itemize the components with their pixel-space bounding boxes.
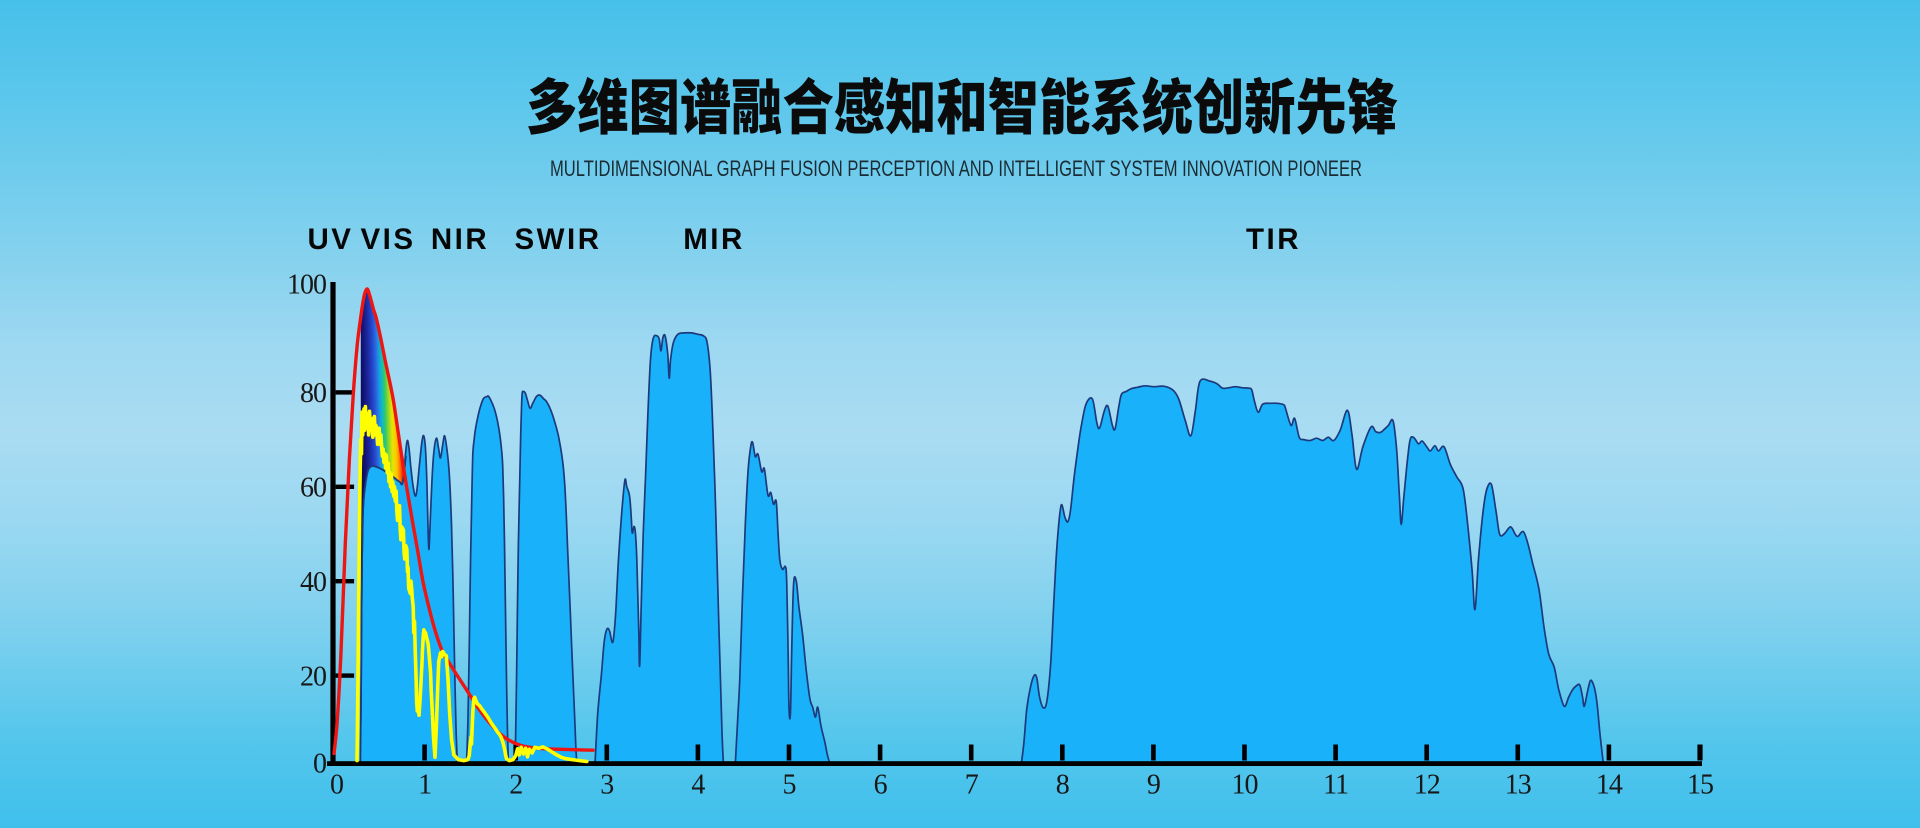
svg-text:7: 7: [965, 770, 979, 801]
svg-text:MIR: MIR: [683, 223, 745, 256]
svg-text:SWIR: SWIR: [514, 223, 601, 256]
svg-text:0: 0: [313, 749, 326, 780]
svg-text:80: 80: [300, 378, 326, 409]
svg-text:0: 0: [330, 770, 343, 801]
svg-text:MULTIDIMENSIONAL GRAPH FUSION: MULTIDIMENSIONAL GRAPH FUSION PERCEPTION…: [550, 156, 1362, 181]
svg-text:60: 60: [300, 473, 326, 504]
svg-text:UV: UV: [308, 223, 354, 256]
svg-text:14: 14: [1596, 770, 1623, 801]
svg-text:20: 20: [300, 662, 326, 693]
svg-text:NIR: NIR: [431, 223, 489, 256]
svg-text:4: 4: [691, 770, 705, 801]
svg-text:15: 15: [1687, 770, 1713, 801]
svg-text:10: 10: [1232, 770, 1258, 801]
svg-text:100: 100: [287, 270, 326, 301]
svg-text:12: 12: [1414, 770, 1440, 801]
svg-text:40: 40: [300, 567, 326, 598]
svg-text:11: 11: [1323, 770, 1348, 801]
svg-text:8: 8: [1056, 770, 1069, 801]
svg-text:TIR: TIR: [1246, 223, 1301, 256]
svg-text:13: 13: [1505, 770, 1531, 801]
svg-text:5: 5: [783, 770, 796, 801]
svg-text:9: 9: [1147, 770, 1160, 801]
svg-text:3: 3: [600, 770, 613, 801]
svg-text:1: 1: [418, 770, 431, 801]
svg-text:VIS: VIS: [360, 223, 415, 256]
svg-text:6: 6: [874, 770, 888, 801]
svg-text:2: 2: [509, 770, 522, 801]
